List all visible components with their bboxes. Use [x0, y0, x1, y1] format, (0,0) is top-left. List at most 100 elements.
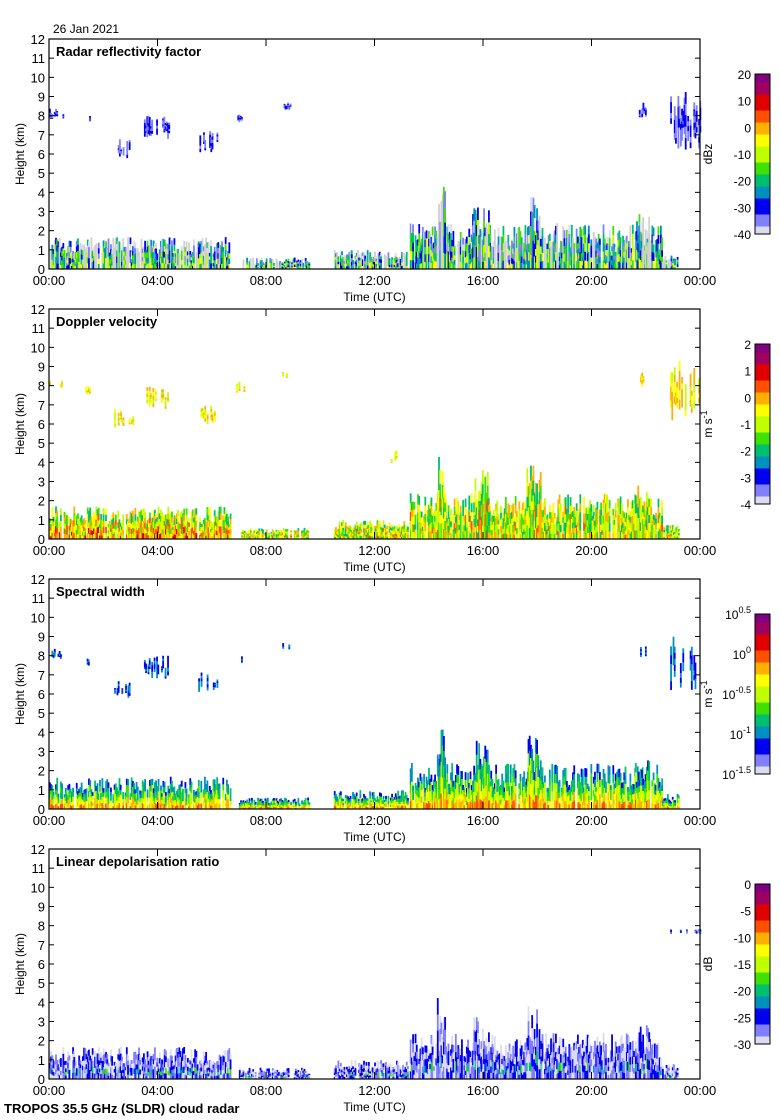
echo-cell	[695, 116, 698, 122]
echo-cell	[284, 107, 287, 109]
echo-cell	[478, 243, 481, 253]
echo-cell	[388, 532, 391, 536]
echo-cell	[255, 537, 258, 540]
echo-cell	[262, 533, 264, 536]
echo-cell	[541, 228, 544, 237]
echo-cell	[182, 523, 184, 530]
echo-cell	[636, 221, 638, 232]
echo-cell	[410, 223, 413, 234]
echo-cell	[138, 522, 140, 529]
echo-cell	[359, 523, 362, 528]
echo-cell	[259, 261, 262, 264]
echo-cell	[580, 260, 583, 270]
echo-cell	[484, 227, 487, 237]
echo-cell	[357, 533, 359, 537]
echo-cell	[646, 230, 649, 239]
echo-cell	[241, 118, 243, 120]
colorbar-segment	[755, 352, 770, 357]
echo-cell	[55, 532, 57, 540]
echo-cell	[140, 527, 143, 534]
echo-cell	[378, 527, 381, 532]
echo-cell	[448, 254, 451, 262]
echo-cell	[399, 264, 402, 268]
echo-cell	[118, 527, 121, 532]
echo-cell	[199, 517, 201, 523]
clutter-column	[95, 243, 98, 269]
echo-cell	[169, 523, 172, 529]
echo-cell	[689, 130, 692, 137]
echo-cell	[352, 263, 354, 266]
colorbar-segment	[755, 472, 770, 477]
echo-cell	[262, 262, 264, 264]
echo-cell	[407, 531, 409, 535]
echo-cell	[445, 259, 447, 265]
colorbar-segment	[755, 198, 770, 203]
clutter-column	[119, 252, 122, 269]
echo-cell	[676, 402, 679, 409]
echo-cell	[81, 531, 84, 536]
echo-cell	[355, 252, 358, 257]
echo-cell	[167, 254, 170, 260]
echo-cell	[70, 255, 73, 260]
echo-cell	[676, 266, 679, 270]
echo-cell	[366, 521, 369, 526]
echo-cell	[495, 531, 498, 540]
echo-cell	[141, 526, 144, 534]
echo-cell	[78, 250, 81, 255]
echo-cell	[97, 507, 100, 515]
clutter-column	[83, 244, 85, 269]
echo-cell	[470, 241, 473, 249]
echo-cell	[670, 101, 672, 108]
echo-cell	[527, 251, 530, 261]
echo-cell	[78, 529, 81, 533]
echo-cell	[606, 530, 609, 540]
echo-cell	[511, 263, 513, 270]
echo-cell	[118, 252, 121, 259]
echo-cell	[539, 230, 542, 239]
echo-cell	[690, 395, 693, 400]
echo-cell	[224, 243, 227, 251]
echo-cell	[116, 243, 118, 251]
echo-cell	[349, 536, 352, 540]
echo-cell	[515, 233, 518, 241]
echo-cell	[297, 536, 300, 540]
echo-cell	[638, 214, 641, 226]
echo-cell	[296, 267, 299, 270]
echo-cell	[146, 120, 149, 125]
echo-cell	[189, 254, 192, 259]
echo-cell	[55, 237, 57, 245]
echo-cell	[606, 236, 609, 244]
echo-cell	[86, 507, 89, 515]
echo-cell	[389, 531, 392, 535]
echo-cell	[164, 124, 167, 127]
echo-cell	[172, 535, 175, 540]
echo-cell	[49, 108, 51, 111]
echo-cell	[523, 253, 526, 259]
echo-cell	[445, 523, 447, 532]
echo-cell	[585, 532, 588, 540]
echo-cell	[74, 520, 77, 526]
echo-cell	[171, 246, 173, 253]
echo-cell	[108, 252, 111, 257]
echo-cell	[287, 102, 289, 104]
echo-cell	[95, 525, 98, 533]
echo-cell	[259, 263, 262, 266]
echo-cell	[603, 511, 606, 522]
echo-cell	[150, 263, 153, 270]
echo-cell	[612, 243, 615, 253]
echo-cell	[204, 143, 207, 147]
echo-cell	[578, 532, 581, 540]
echo-cell	[541, 533, 544, 540]
echo-cell	[166, 518, 168, 525]
echo-cell	[524, 260, 527, 270]
echo-cell	[156, 525, 159, 531]
echo-cell	[200, 523, 203, 528]
echo-cell	[563, 230, 566, 239]
echo-cell	[678, 122, 681, 128]
echo-cell	[167, 249, 170, 255]
echo-cell	[375, 266, 378, 270]
echo-cell	[164, 403, 167, 407]
echo-cell	[484, 235, 487, 245]
echo-cell	[622, 235, 624, 243]
echo-cell	[157, 519, 160, 527]
